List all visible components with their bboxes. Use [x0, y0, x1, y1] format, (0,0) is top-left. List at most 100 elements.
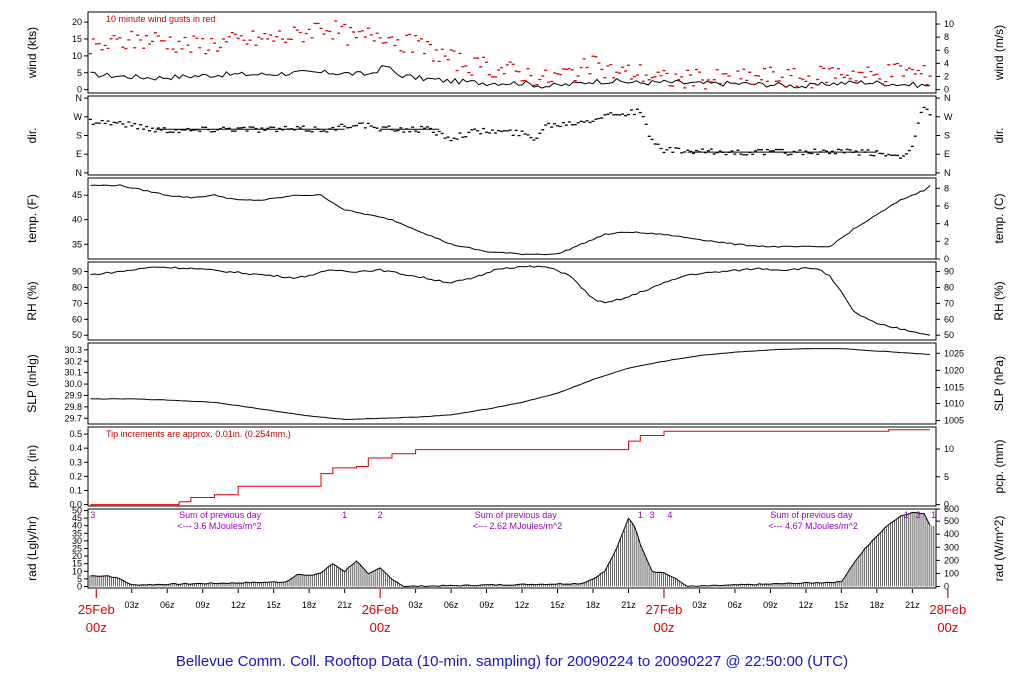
- wind-dot: [624, 70, 628, 72]
- wind-dot: [810, 87, 814, 89]
- panel-pcp: pcp. (in) pcp. (mm) 0.0 0.1 0.2 0.3 0.4 0.5 0 5 10…: [25, 426, 1006, 510]
- wind-dot: [414, 35, 418, 37]
- dir-dot: [866, 149, 870, 151]
- dir-dot: [848, 149, 852, 151]
- dir-dot: [550, 126, 554, 128]
- wind-dot: [118, 37, 122, 39]
- dir-dot: [600, 117, 604, 119]
- wind-dot: [301, 41, 305, 43]
- rad-left-tick-label: 25: [72, 544, 82, 554]
- hour-tick-label: 18z: [302, 600, 317, 610]
- hour-tick-label: 06z: [444, 600, 459, 610]
- wind-dot: [437, 60, 441, 63]
- dir-dot: [440, 132, 444, 135]
- wind-dot: [629, 78, 633, 80]
- rh-left-tick-label: 90: [72, 267, 82, 277]
- dir-dot: [594, 118, 598, 120]
- wind-dot: [692, 85, 696, 87]
- dir-dot: [357, 122, 361, 125]
- dir-dot: [189, 130, 193, 132]
- wind-dot: [284, 41, 288, 43]
- wind-dot: [216, 50, 220, 52]
- dir-dot: [668, 146, 672, 149]
- rh-right-tick-label: 90: [944, 267, 954, 277]
- dir-dot: [573, 124, 577, 126]
- dir-right-tick-label: N: [944, 93, 951, 103]
- dir-dot: [461, 136, 465, 138]
- slp-right-tick-label: 1020: [944, 365, 964, 375]
- dir-dot: [369, 125, 373, 127]
- wind-dot: [896, 62, 900, 65]
- slp-right-axis-title: SLP (hPa): [992, 356, 1006, 411]
- wind-right-tick-label: 2: [944, 71, 949, 81]
- wind-dot: [671, 85, 675, 87]
- wind-dot: [721, 73, 725, 75]
- dir-dot: [659, 147, 663, 150]
- wind-dot: [464, 65, 468, 67]
- hour-tick-label: 12z: [799, 600, 814, 610]
- wind-dot: [910, 68, 914, 71]
- dir-dot: [260, 127, 264, 129]
- rh-left-axis-title: RH (%): [25, 281, 39, 320]
- wind-dot: [517, 71, 521, 73]
- dir-dot: [446, 136, 450, 138]
- wind-dot: [822, 67, 826, 69]
- wind-dot: [641, 80, 645, 82]
- dir-dot: [653, 143, 657, 145]
- temp-right-tick-label: 4: [944, 219, 949, 229]
- dir-dot: [263, 129, 267, 131]
- dir-dot: [224, 128, 228, 130]
- wind-dot: [183, 36, 187, 39]
- dir-dot: [739, 153, 743, 155]
- dir-dot: [236, 127, 240, 129]
- rad-note-line2: <--- 3.6 MJoules/m^2: [177, 521, 262, 531]
- rh-right-axis-title: RH (%): [992, 281, 1006, 320]
- footer-title: Bellevue Comm. Coll. Rooftop Data (10-mi…: [176, 653, 848, 670]
- dir-dot: [479, 133, 483, 135]
- hour-tick-label: 18z: [870, 600, 885, 610]
- hour-tick-label: 03z: [125, 600, 140, 610]
- wind-dot: [573, 80, 577, 82]
- dir-dot: [872, 155, 876, 157]
- dir-dot: [656, 143, 660, 145]
- dir-dot: [142, 128, 146, 130]
- wind-dot: [207, 49, 211, 51]
- wind-dot: [570, 69, 574, 71]
- dir-dot: [136, 128, 140, 130]
- dir-dot: [221, 126, 225, 128]
- dir-dot: [629, 109, 633, 111]
- wind-dot: [816, 78, 820, 81]
- temp-right-tick-label: 6: [944, 201, 949, 211]
- dir-dot: [804, 150, 808, 152]
- wind-dot: [189, 51, 193, 53]
- dir-dot: [671, 151, 675, 153]
- rad-left-tick-label: 50: [72, 506, 82, 516]
- dir-dot: [588, 121, 592, 124]
- hour-tick-label: 09z: [479, 600, 494, 610]
- wind-dot: [381, 42, 385, 44]
- dir-dot: [301, 125, 305, 127]
- wind-dot: [541, 75, 545, 77]
- dir-dot: [828, 152, 832, 155]
- wind-dot: [201, 38, 205, 40]
- dir-dot: [349, 126, 353, 129]
- wind-dot: [825, 81, 829, 84]
- dir-dot: [674, 147, 678, 149]
- wind-dot: [765, 80, 769, 83]
- pcp-left-tick-label: 0.3: [69, 457, 82, 467]
- dir-dot: [916, 122, 920, 124]
- wind-dot: [150, 40, 154, 43]
- wind-dot: [730, 82, 734, 85]
- wind-dot: [420, 38, 424, 40]
- wind-dot: [485, 61, 489, 63]
- dir-dot: [402, 131, 406, 133]
- wind-dot: [130, 30, 134, 33]
- dir-dot: [496, 129, 500, 132]
- wind-left-tick-label: 10: [72, 51, 82, 61]
- dir-dot: [340, 123, 344, 126]
- wind-dot: [210, 37, 214, 40]
- slp-left-tick-label: 30.1: [64, 368, 82, 378]
- dir-dot: [425, 126, 429, 128]
- wind-dot: [508, 61, 512, 63]
